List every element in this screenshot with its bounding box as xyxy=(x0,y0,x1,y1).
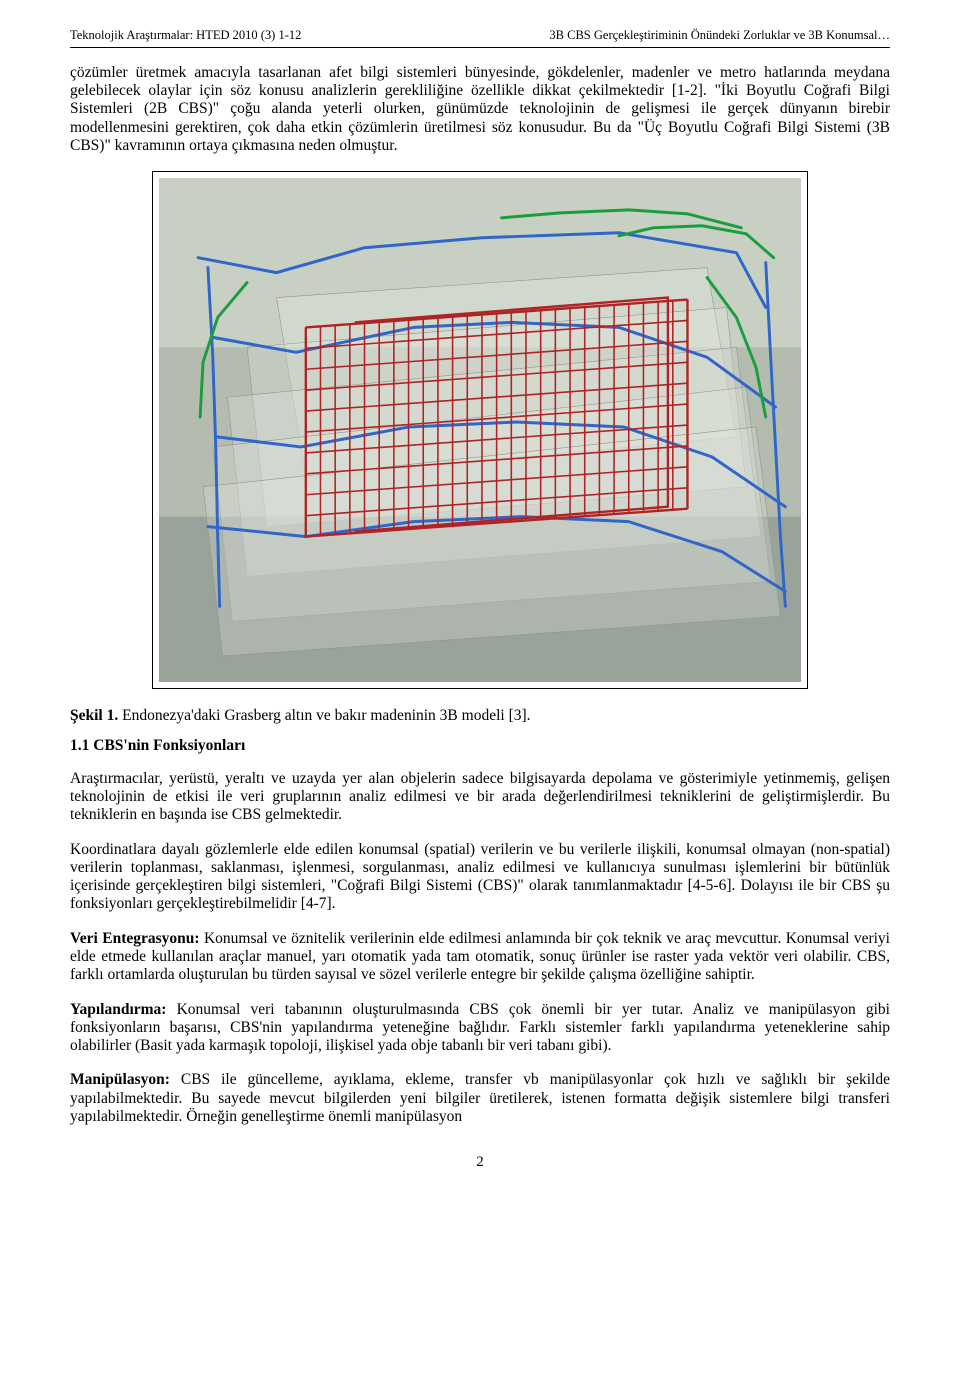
page-number: 2 xyxy=(70,1154,890,1172)
veri-entegrasyonu-label: Veri Entegrasyonu: xyxy=(70,930,200,947)
manipulasyon-body: CBS ile güncelleme, ayıklama, ekleme, tr… xyxy=(70,1071,890,1125)
figure-1-svg xyxy=(159,178,801,682)
figure-1-image xyxy=(152,171,808,689)
figure-1-caption-label: Şekil 1. xyxy=(70,707,118,724)
para-koordinatlara: Koordinatlara dayalı gözlemlerle elde ed… xyxy=(70,841,890,914)
para-manipulasyon: Manipülasyon: CBS ile güncelleme, ayıkla… xyxy=(70,1071,890,1126)
figure-1-caption-text: Endonezya'daki Grasberg altın ve bakır m… xyxy=(118,707,530,724)
para-arastirmacilar: Araştırmacılar, yerüstü, yeraltı ve uzay… xyxy=(70,770,890,825)
para-yapilandirma: Yapılandırma: Konumsal veri tabanının ol… xyxy=(70,1001,890,1056)
yapilandirma-label: Yapılandırma: xyxy=(70,1001,166,1018)
yapilandirma-body: Konumsal veri tabanının oluşturulmasında… xyxy=(70,1001,890,1055)
section-1-1-heading: 1.1 CBS'nin Fonksiyonları xyxy=(70,737,890,755)
figure-1 xyxy=(152,171,808,689)
header-left: Teknolojik Araştırmalar: HTED 2010 (3) 1… xyxy=(70,28,301,43)
header-rule xyxy=(70,47,890,48)
header-right: 3B CBS Gerçekleştiriminin Önündeki Zorlu… xyxy=(549,28,890,43)
intro-paragraph: çözümler üretmek amacıyla tasarlanan afe… xyxy=(70,64,890,155)
figure-1-caption: Şekil 1. Endonezya'daki Grasberg altın v… xyxy=(70,707,890,725)
para-veri-entegrasyonu: Veri Entegrasyonu: Konumsal ve öznitelik… xyxy=(70,930,890,985)
page-header: Teknolojik Araştırmalar: HTED 2010 (3) 1… xyxy=(70,28,890,43)
manipulasyon-label: Manipülasyon: xyxy=(70,1071,170,1088)
